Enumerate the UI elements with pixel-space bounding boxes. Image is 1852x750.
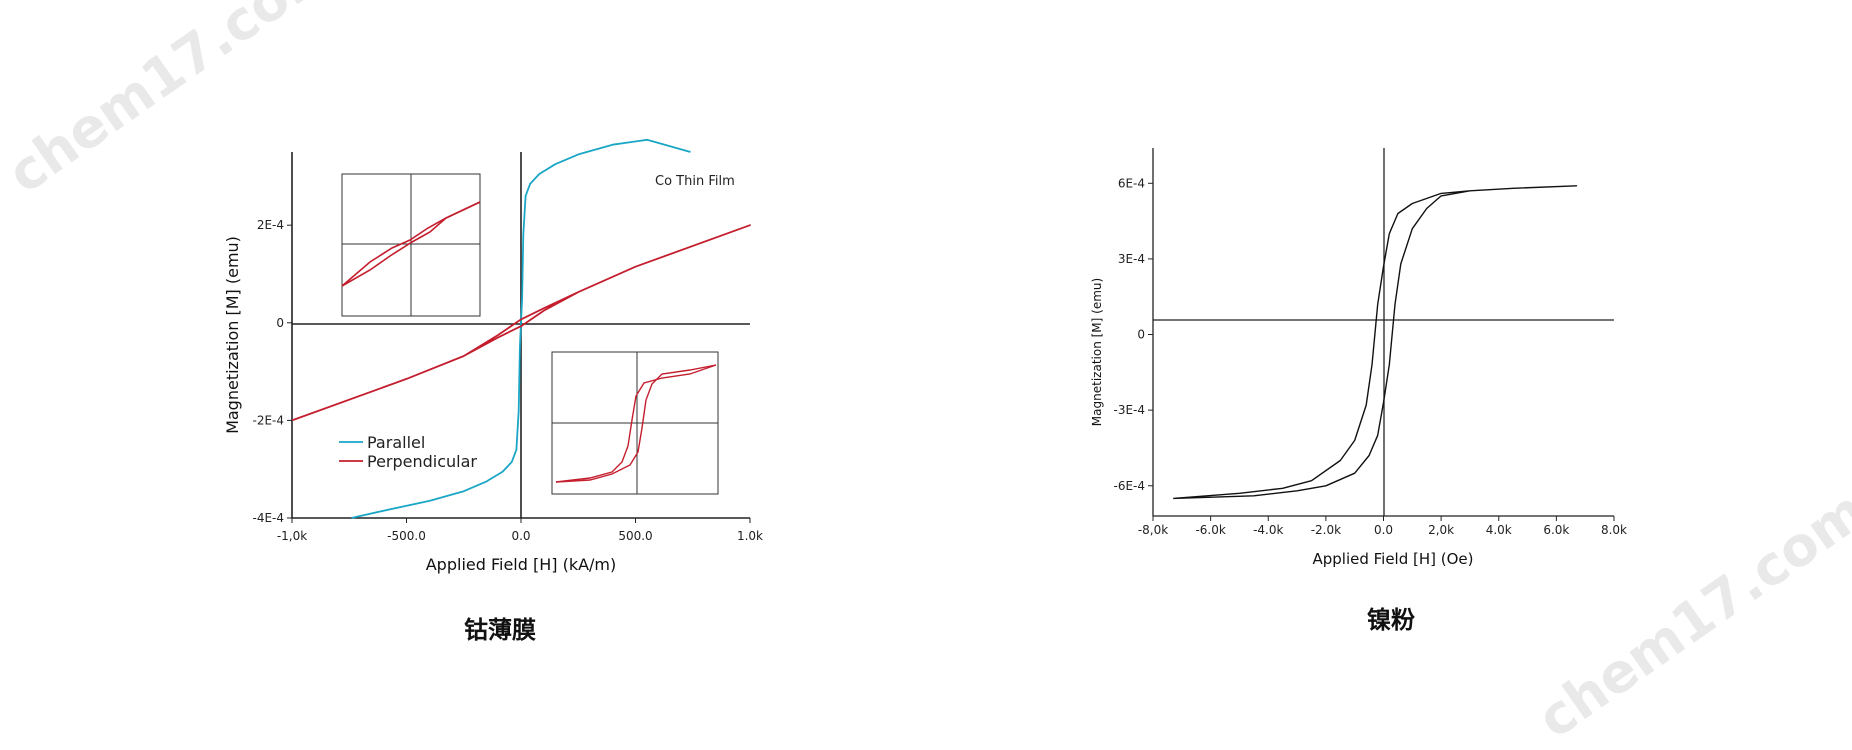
inset-perpendicular bbox=[341, 173, 481, 317]
inset-parallel-branch-down bbox=[555, 364, 717, 483]
x-tick-label: 500.0 bbox=[618, 529, 652, 543]
x-axis-title: Applied Field [H] (Oe) bbox=[1312, 550, 1473, 568]
y-tick-label: 0 bbox=[276, 316, 284, 330]
series-parallel-line bbox=[351, 138, 691, 519]
inset-parallel-branch-up bbox=[555, 364, 717, 483]
x-tick-label: 6.0k bbox=[1543, 523, 1569, 537]
legend: Parallel Perpendicular bbox=[339, 433, 477, 471]
y-tick-label: 3E-4 bbox=[1118, 252, 1145, 266]
y-tick-label: -6E-4 bbox=[1113, 479, 1145, 493]
legend-label-parallel: Parallel bbox=[367, 433, 425, 452]
x-tick-label: 2,0k bbox=[1428, 523, 1454, 537]
x-tick-label: -500.0 bbox=[387, 529, 426, 543]
hysteresis-loop-line bbox=[1173, 185, 1578, 500]
x-tick-label: -6.0k bbox=[1195, 523, 1225, 537]
nickel-powder-chart: -8,0k -6.0k -4.0k -2.0k 0.0 2,0k 4.0k 6.0k 8.0k 6… bbox=[1090, 148, 1627, 568]
y-tick-label: 6E-4 bbox=[1118, 176, 1145, 190]
x-tick-label: -1,0k bbox=[277, 529, 307, 543]
y-tick-label: -3E-4 bbox=[1113, 403, 1145, 417]
y-tick-label: 0 bbox=[1137, 328, 1145, 342]
y-tick-label: -2E-4 bbox=[252, 413, 284, 427]
co-thin-film-chart: -1,0k -500.0 0.0 500.0 1.0k -4E-4 -2E-4 0 2E-4 C… bbox=[223, 138, 763, 574]
x-tick-label: 0.0 bbox=[1374, 523, 1393, 537]
y-axis-title: Magnetization [M] (emu) bbox=[223, 236, 242, 434]
inset-perpendicular-branch-down bbox=[341, 201, 481, 287]
caption-left: 钴薄膜 bbox=[464, 616, 536, 644]
x-axis-title: Applied Field [H] (kA/m) bbox=[426, 555, 617, 574]
caption-right: 镍粉 bbox=[1367, 606, 1415, 634]
x-tick-label: 4.0k bbox=[1486, 523, 1512, 537]
y-axis-title: Magnetization [M] (emu) bbox=[1090, 278, 1104, 426]
x-tick-label: -4.0k bbox=[1253, 523, 1283, 537]
y-tick-label: -4E-4 bbox=[252, 511, 284, 525]
x-tick-label: -2.0k bbox=[1311, 523, 1341, 537]
inset-parallel bbox=[551, 351, 719, 495]
legend-label-perpendicular: Perpendicular bbox=[367, 452, 477, 471]
x-tick-label: -8,0k bbox=[1138, 523, 1168, 537]
watermark-bottom-right: chem17.com bbox=[1526, 479, 1852, 750]
x-tick-label: 8.0k bbox=[1601, 523, 1627, 537]
chart-annotation: Co Thin Film bbox=[655, 174, 735, 189]
y-tick-label: 2E-4 bbox=[257, 218, 284, 232]
series-perpendicular-line bbox=[291, 224, 751, 422]
watermark-top-left: chem17.com bbox=[0, 0, 347, 206]
x-tick-label: 1.0k bbox=[737, 529, 763, 543]
x-tick-label: 0.0 bbox=[511, 529, 530, 543]
